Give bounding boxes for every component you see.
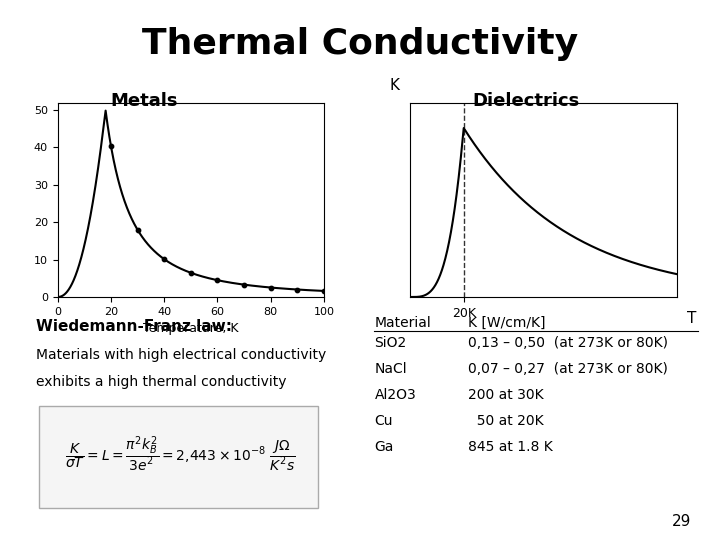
Text: 200 at 30K: 200 at 30K — [468, 388, 544, 402]
Text: Material: Material — [374, 316, 431, 330]
Text: T: T — [688, 310, 697, 326]
Text: K [W/cm/K]: K [W/cm/K] — [468, 316, 546, 330]
Point — [265, 283, 276, 292]
Point — [292, 285, 303, 294]
Text: Cu: Cu — [374, 414, 393, 428]
Text: 845 at 1.8 K: 845 at 1.8 K — [468, 440, 553, 454]
FancyBboxPatch shape — [39, 407, 318, 509]
Point — [105, 141, 117, 150]
Text: Al2O3: Al2O3 — [374, 388, 416, 402]
Text: 29: 29 — [672, 514, 691, 529]
Text: 50 at 20K: 50 at 20K — [468, 414, 544, 428]
Text: Dielectrics: Dielectrics — [472, 92, 579, 110]
Point — [158, 255, 170, 264]
Text: Materials with high electrical conductivity: Materials with high electrical conductiv… — [36, 348, 326, 362]
Point — [238, 280, 250, 289]
Text: K: K — [390, 78, 400, 93]
Text: NaCl: NaCl — [374, 362, 407, 376]
Text: Wiedemann-Franz law:: Wiedemann-Franz law: — [36, 319, 232, 334]
Text: 0,13 – 0,50  (at 273K or 80K): 0,13 – 0,50 (at 273K or 80K) — [468, 336, 668, 350]
Text: Thermal Conductivity: Thermal Conductivity — [142, 27, 578, 61]
Text: SiO2: SiO2 — [374, 336, 407, 350]
Point — [318, 287, 330, 295]
Text: Ga: Ga — [374, 440, 394, 454]
Text: 0,07 – 0,27  (at 273K or 80K): 0,07 – 0,27 (at 273K or 80K) — [468, 362, 668, 376]
Point — [212, 276, 223, 285]
X-axis label: Temperature, K: Temperature, K — [143, 322, 238, 335]
Point — [132, 225, 143, 234]
Text: $\dfrac{K}{\sigma T} = L = \dfrac{\pi^2 k_B^2}{3e^2} = 2{,}443\times10^{-8}\ \df: $\dfrac{K}{\sigma T} = L = \dfrac{\pi^2 … — [65, 434, 295, 474]
Text: exhibits a high thermal conductivity: exhibits a high thermal conductivity — [36, 375, 287, 389]
Text: Metals: Metals — [110, 92, 178, 110]
Point — [185, 268, 197, 277]
